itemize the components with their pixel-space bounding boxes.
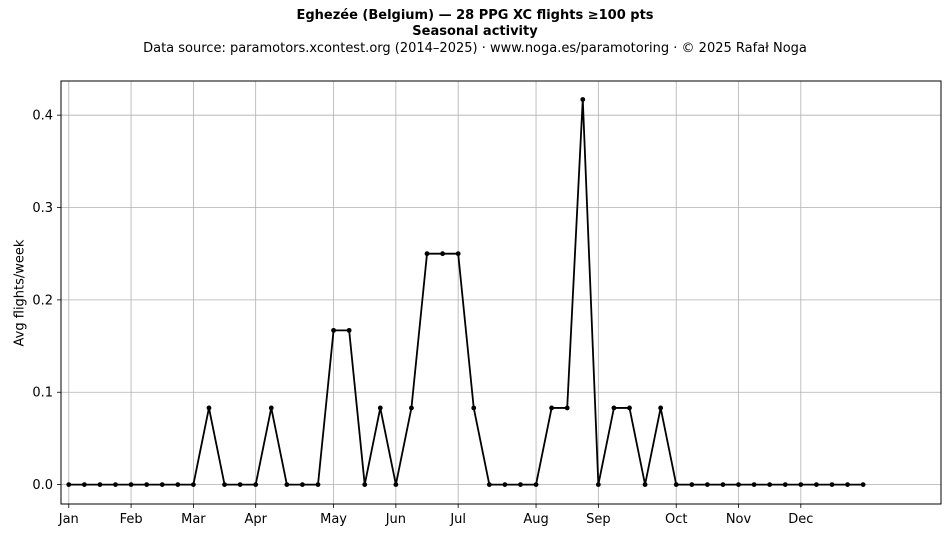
plot-frame [60,80,942,505]
chart-source-note: Data source: paramotors.xcontest.org (20… [143,41,807,56]
x-tick-label: Nov [726,512,752,527]
x-axis: Jan Feb Mar Apr May Jun Jul Aug Sep Oct Nov Dec [58,504,813,527]
x-tick-label: Mar [181,512,206,527]
data-point [455,251,461,257]
data-point [813,482,819,488]
data-point [736,482,741,488]
data-point [393,482,399,488]
x-tick-label: Jan [58,512,79,527]
data-point [502,482,508,488]
data-point [549,405,555,411]
data-point [642,482,648,488]
y-axis: 0.0 0.1 0.2 0.3 0.4 [32,109,61,493]
data-point [845,482,850,488]
x-tick-label: Jun [385,512,406,527]
data-point [564,405,570,411]
data-point [658,405,664,411]
data-point [159,482,165,488]
data-point [860,482,866,488]
y-tick-label: 0.3 [32,201,53,216]
data-point [673,482,679,488]
data-point [704,482,710,488]
x-tick-label: Feb [120,512,143,527]
data-point [611,405,617,411]
x-tick-label: Oct [665,512,687,527]
data-point [595,482,601,488]
data-point [97,482,103,488]
data-point [720,482,726,488]
chart-title: Eghezée (Belgium) — 28 PPG XC flights ≥1… [296,8,654,23]
data-point [222,482,227,488]
data-point [518,482,523,488]
data-point [175,482,181,488]
data-point [533,482,539,488]
data-point [144,482,150,488]
data-point [798,482,804,488]
data-point [190,482,196,488]
data-point [580,97,586,102]
data-point [424,251,430,257]
y-tick-label: 0.2 [32,293,53,308]
data-point [767,482,773,488]
data-point [440,251,445,257]
data-point [253,482,259,488]
x-tick-label: Jul [449,512,466,527]
y-tick-label: 0.1 [32,386,53,401]
x-tick-label: Aug [523,512,548,527]
data-point [409,405,414,411]
data-point [689,482,695,488]
data-point [66,482,72,488]
y-tick-label: 0.4 [32,109,53,124]
grid [61,81,941,504]
data-point [627,405,632,411]
data-point [377,405,383,411]
chart-titles: Eghezée (Belgium) — 28 PPG XC flights ≥1… [0,8,950,57]
data-point [471,405,477,411]
data-point [362,482,368,488]
data-point [346,327,352,333]
data-point [81,482,87,488]
data-point [237,482,243,488]
data-point [782,482,788,488]
data-point [268,405,274,411]
data-point [128,482,134,488]
series-line [68,98,864,486]
series-layer [66,97,866,488]
data-point [315,482,321,488]
x-tick-label: May [320,512,347,527]
x-tick-label: Dec [788,512,813,527]
data-point [751,482,757,488]
data-point [829,482,835,488]
chart-subtitle: Seasonal activity [412,24,538,39]
data-point [284,482,290,488]
data-point [300,482,305,488]
x-tick-label: Sep [586,512,611,527]
y-axis-label: Avg flights/week [13,239,28,346]
data-point [206,405,212,411]
y-tick-label: 0.0 [32,478,53,493]
data-point [113,482,118,488]
x-tick-label: Apr [244,512,267,527]
data-point [486,482,492,488]
data-point [331,327,336,333]
